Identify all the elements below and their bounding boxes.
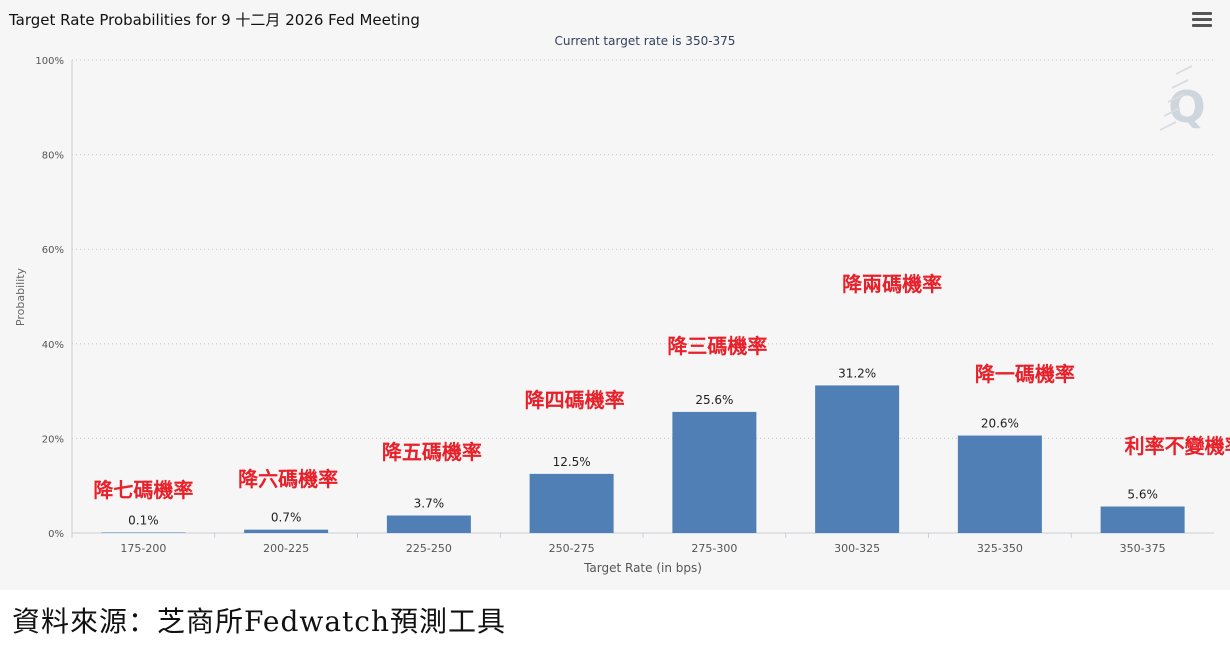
bar <box>672 411 757 533</box>
data-label: 0.1% <box>128 514 159 528</box>
annotation-label: 降一碼機率 <box>975 362 1075 386</box>
annotation-label: 降六碼機率 <box>238 467 338 491</box>
y-tick-label: 60% <box>42 245 64 256</box>
annotation-label: 利率不變機率 <box>1125 434 1230 458</box>
data-label: 20.6% <box>981 417 1019 431</box>
y-tick-label: 80% <box>42 151 64 162</box>
chart-title: Target Rate Probabilities for 9 十二月 2026… <box>9 11 420 29</box>
y-tick-label: 20% <box>42 434 64 445</box>
x-tick-label: 175-200 <box>120 542 166 555</box>
bar <box>815 385 900 533</box>
hamburger-menu-icon[interactable] <box>1192 12 1212 28</box>
q-logo-stroke <box>1171 79 1189 89</box>
q-logo-stroke <box>1175 65 1193 75</box>
x-tick-label: 225-250 <box>406 542 452 555</box>
y-axis-title: Probability <box>14 267 27 326</box>
source-caption: 資料來源：芝商所Fedwatch預測工具 <box>12 605 507 638</box>
x-tick-label: 300-325 <box>834 542 880 555</box>
x-tick-label: 325-350 <box>977 542 1023 555</box>
q-logo-stroke <box>1163 107 1181 117</box>
data-label: 31.2% <box>838 366 876 380</box>
chart-subtitle: Current target rate is 350-375 <box>554 34 736 48</box>
bar <box>244 529 329 533</box>
bar <box>101 532 186 533</box>
annotation-label: 降七碼機率 <box>93 478 193 502</box>
x-tick-label: 275-300 <box>691 542 737 555</box>
bar <box>957 435 1042 533</box>
x-axis-title: Target Rate (in bps) <box>583 561 702 575</box>
data-label: 5.6% <box>1127 488 1158 502</box>
bar <box>529 473 614 533</box>
annotation-label: 降五碼機率 <box>382 440 482 464</box>
bar <box>1100 506 1185 533</box>
q-logo-icon: Q <box>1168 82 1205 133</box>
data-label: 25.6% <box>695 393 733 407</box>
y-tick-label: 0% <box>48 529 64 540</box>
x-tick-label: 200-225 <box>263 542 309 555</box>
q-logo-stroke <box>1167 93 1185 103</box>
data-label: 12.5% <box>553 455 591 469</box>
annotation-label: 降兩碼機率 <box>842 272 942 296</box>
y-tick-label: 40% <box>42 340 64 351</box>
annotation-label: 降四碼機率 <box>525 388 625 412</box>
q-logo-stroke <box>1159 121 1177 131</box>
bar-chart: Q 0% 20% 40% 60% 80% 100% Probability Target Rat… <box>14 56 1230 575</box>
chart-panel: Target Rate Probabilities for 9 十二月 2026… <box>9 11 1230 575</box>
bar <box>386 515 471 533</box>
data-label: 3.7% <box>414 496 445 510</box>
y-tick-label: 100% <box>35 56 64 67</box>
annotation-label: 降三碼機率 <box>667 334 767 358</box>
data-label: 0.7% <box>271 511 302 525</box>
x-tick-label: 350-375 <box>1120 542 1166 555</box>
x-tick-label: 250-275 <box>549 542 595 555</box>
